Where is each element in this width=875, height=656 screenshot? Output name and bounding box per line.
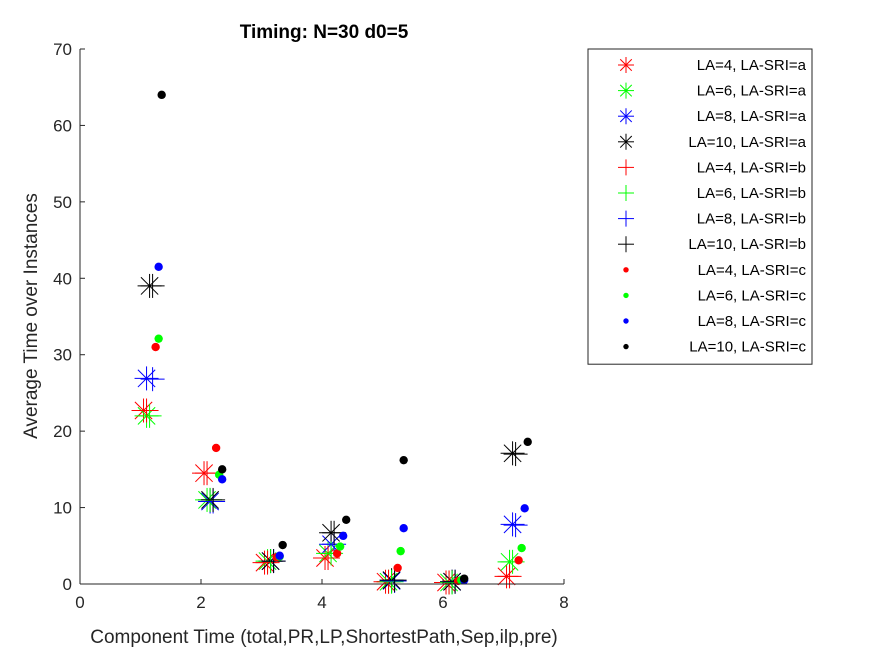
data-point xyxy=(382,568,407,593)
data-point xyxy=(396,546,405,556)
data-point xyxy=(137,403,162,428)
y-tick-label: 0 xyxy=(63,575,72,594)
data-point xyxy=(342,515,351,524)
legend-label: LA=6, LA-SRI=b xyxy=(697,185,806,202)
data-point xyxy=(151,342,160,352)
x-tick-label: 6 xyxy=(438,593,447,612)
data-point xyxy=(140,367,165,392)
data-point xyxy=(503,513,528,538)
data-point xyxy=(399,455,408,465)
data-point xyxy=(261,549,286,574)
legend-marker xyxy=(623,292,629,299)
data-point xyxy=(134,366,159,391)
legend-marker xyxy=(623,267,629,273)
data-point xyxy=(275,551,284,560)
legend-marker xyxy=(618,82,634,99)
data-point xyxy=(211,443,221,453)
data-point xyxy=(393,563,402,573)
legend-label: LA=4, LA-SRI=c xyxy=(698,262,807,279)
legend-label: LA=10, LA-SRI=a xyxy=(688,134,806,151)
data-point xyxy=(157,90,166,100)
data-point xyxy=(503,442,528,467)
y-axis-label: Average Time over Instances xyxy=(21,193,42,439)
legend: LA=4, LA-SRI=a LA=6, LA-SRI=a LA=8, LA-SRI… xyxy=(587,48,813,365)
data-point xyxy=(255,550,280,575)
legend-marker xyxy=(618,185,634,201)
legend-marker xyxy=(618,133,634,150)
y-tick-label: 50 xyxy=(53,193,72,212)
legend-label: LA=8, LA-SRI=a xyxy=(697,108,807,125)
data-point xyxy=(195,461,220,486)
y-tick-label: 60 xyxy=(53,116,72,135)
legend-marker xyxy=(618,210,634,227)
x-tick-label: 8 xyxy=(559,593,568,612)
data-marks xyxy=(131,90,532,595)
data-point xyxy=(217,465,227,474)
legend-label: LA=10, LA-SRI=b xyxy=(688,236,806,253)
data-point xyxy=(316,546,341,571)
data-point xyxy=(335,542,345,551)
data-point xyxy=(140,273,165,298)
axes: 0 2 4 6 8 0 10 20 30 40 50 60 70 xyxy=(53,40,569,612)
series-12 xyxy=(157,90,532,583)
y-tick-label: 70 xyxy=(53,40,72,59)
legend-marker xyxy=(623,318,629,324)
data-point xyxy=(500,441,525,466)
data-point xyxy=(459,574,469,583)
plot-area xyxy=(80,49,564,584)
data-point xyxy=(201,487,226,512)
legend-label: LA=4, LA-SRI=a xyxy=(697,57,807,74)
x-tick-label: 4 xyxy=(317,593,326,612)
data-point xyxy=(500,512,525,537)
data-point xyxy=(520,504,529,513)
data-point xyxy=(278,540,287,550)
legend-marker xyxy=(618,159,634,176)
data-point xyxy=(332,549,342,558)
legend-label: LA=6, LA-SRI=a xyxy=(697,83,807,100)
data-point xyxy=(523,437,532,447)
y-tick-label: 10 xyxy=(53,499,72,518)
data-point xyxy=(338,531,348,541)
data-point xyxy=(517,543,526,553)
data-point xyxy=(379,569,404,594)
data-point xyxy=(154,262,163,272)
x-tick-label: 0 xyxy=(75,593,84,612)
data-point xyxy=(134,398,159,423)
legend-marker xyxy=(618,236,634,253)
chart-title: Timing: N=30 d0=5 xyxy=(240,22,409,43)
legend-label: LA=10, LA-SRI=c xyxy=(689,339,806,356)
data-point xyxy=(154,334,163,343)
legend-marker xyxy=(623,343,629,350)
legend-marker xyxy=(618,108,634,125)
data-point xyxy=(399,524,408,533)
legend-label: LA=6, LA-SRI=c xyxy=(698,287,807,304)
series-11 xyxy=(154,262,529,585)
x-axis-label: Component Time (total,PR,LP,ShortestPath… xyxy=(90,627,558,648)
y-tick-label: 40 xyxy=(53,269,72,288)
x-tick-label: 2 xyxy=(196,593,205,612)
legend-label: LA=4, LA-SRI=b xyxy=(697,159,806,176)
legend-label: LA=8, LA-SRI=c xyxy=(698,313,807,330)
legend-label: LA=8, LA-SRI=b xyxy=(697,211,806,228)
legend-marker xyxy=(618,57,634,73)
data-point xyxy=(514,556,523,565)
legend-box xyxy=(587,48,813,365)
y-tick-label: 30 xyxy=(53,346,72,365)
y-tick-label: 20 xyxy=(53,422,72,441)
data-point xyxy=(217,475,227,484)
